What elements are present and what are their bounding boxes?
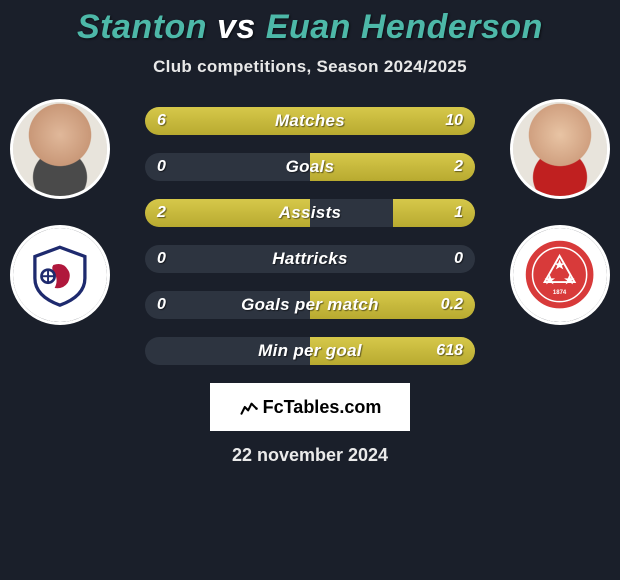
stat-label: Goals per match bbox=[145, 291, 475, 319]
avatars-left bbox=[10, 99, 110, 325]
stat-row: 21Assists bbox=[145, 199, 475, 227]
player2-club-crest: 1874 bbox=[510, 225, 610, 325]
stat-row: 00Hattricks bbox=[145, 245, 475, 273]
stat-label: Assists bbox=[145, 199, 475, 227]
subtitle: Club competitions, Season 2024/2025 bbox=[0, 57, 620, 77]
stat-row: 02Goals bbox=[145, 153, 475, 181]
branding-badge: FcTables.com bbox=[210, 383, 410, 431]
player2-avatar bbox=[510, 99, 610, 199]
stat-row: 610Matches bbox=[145, 107, 475, 135]
page-title: Stanton vs Euan Henderson bbox=[0, 0, 620, 47]
title-player2: Euan Henderson bbox=[266, 8, 543, 46]
title-player1: Stanton bbox=[77, 8, 207, 46]
avatars-right: 1874 bbox=[510, 99, 610, 325]
comparison-content: 1874 610Matches 02Goals 21Assists 00Hattric… bbox=[0, 99, 620, 365]
player1-avatar bbox=[10, 99, 110, 199]
fctables-icon bbox=[239, 397, 259, 417]
stat-row: 00.2Goals per match bbox=[145, 291, 475, 319]
player1-club-crest bbox=[10, 225, 110, 325]
stat-label: Hattricks bbox=[145, 245, 475, 273]
stat-bars: 610Matches 02Goals 21Assists 00Hattricks 00.… bbox=[145, 99, 475, 365]
svg-text:1874: 1874 bbox=[553, 291, 567, 297]
branding-text: FcTables.com bbox=[263, 397, 382, 418]
stat-label: Min per goal bbox=[145, 337, 475, 365]
stat-label: Matches bbox=[145, 107, 475, 135]
title-vs: vs bbox=[217, 8, 256, 46]
date-label: 22 november 2024 bbox=[0, 445, 620, 466]
stat-row: 618Min per goal bbox=[145, 337, 475, 365]
stat-label: Goals bbox=[145, 153, 475, 181]
